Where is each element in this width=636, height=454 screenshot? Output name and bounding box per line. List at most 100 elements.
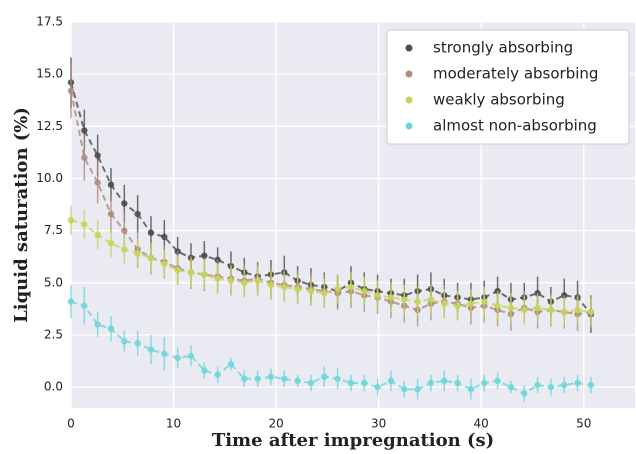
data-point [147, 346, 155, 353]
data-point [561, 381, 568, 389]
data-point [401, 296, 408, 303]
data-point [414, 298, 421, 305]
data-point [174, 354, 181, 362]
data-point [334, 375, 341, 382]
data-point [587, 308, 595, 316]
data-point [254, 375, 261, 382]
x-tick-label: 10 [166, 417, 181, 431]
y-tick-label: 2.5 [44, 327, 63, 341]
data-point [67, 298, 75, 305]
data-point [494, 377, 501, 385]
data-point [267, 281, 275, 289]
data-point [81, 127, 88, 134]
data-point [147, 254, 155, 261]
data-point [174, 267, 181, 274]
data-point [374, 292, 381, 299]
data-point [467, 300, 475, 307]
data-point [561, 292, 568, 299]
data-point [294, 285, 301, 293]
legend-box [386, 29, 630, 145]
data-point [227, 277, 235, 284]
legend-marker [405, 96, 413, 104]
y-tick-label: 17.5 [36, 15, 63, 29]
y-tick-label: 5.0 [44, 275, 63, 289]
data-point [147, 229, 155, 236]
data-point [121, 227, 128, 234]
data-point [201, 252, 208, 259]
data-point [227, 360, 235, 368]
series-line [70, 219, 592, 314]
data-point [201, 271, 208, 278]
data-point [441, 377, 448, 385]
data-point [521, 306, 528, 314]
data-point [347, 379, 355, 387]
data-point [547, 306, 555, 314]
data-point [187, 269, 195, 276]
legend: strongly absorbing moderately absorbing we… [386, 29, 630, 145]
data-point [107, 210, 115, 218]
data-point [294, 377, 301, 385]
data-point [361, 379, 368, 387]
y-axis-label: Liquid saturation (%) [11, 107, 32, 323]
data-point [334, 285, 341, 293]
data-point [107, 239, 115, 247]
data-point [321, 373, 328, 380]
data-point [481, 298, 488, 305]
data-point [214, 256, 221, 264]
legend-marker [405, 122, 413, 130]
data-point [121, 200, 128, 207]
data-point [427, 296, 435, 303]
data-point [121, 246, 128, 253]
data-point [401, 386, 408, 393]
data-point [347, 283, 355, 291]
data-point [94, 321, 101, 328]
data-point [414, 386, 421, 393]
data-point [481, 379, 488, 387]
data-point [574, 379, 581, 387]
data-point [534, 290, 541, 297]
data-point [574, 306, 581, 314]
data-point [94, 231, 101, 239]
data-point [214, 275, 221, 282]
data-point [134, 340, 141, 347]
data-point [521, 390, 528, 397]
x-tick-label: 50 [576, 417, 591, 431]
data-point [494, 302, 501, 309]
data-point [94, 179, 101, 186]
data-point [454, 302, 461, 309]
data-point [94, 152, 101, 159]
legend-label: moderately absorbing [433, 65, 598, 83]
data-point [107, 181, 115, 188]
data-point [81, 221, 88, 228]
legend-label: weakly absorbing [433, 91, 565, 109]
data-point [307, 379, 315, 387]
data-point [134, 250, 141, 257]
legend-label: almost non-absorbing [433, 117, 597, 135]
y-tick-label: 12.5 [36, 119, 63, 133]
data-point [134, 210, 141, 218]
data-point [67, 217, 75, 224]
data-point [81, 302, 88, 309]
data-point [161, 350, 168, 357]
legend-marker [405, 44, 413, 52]
data-point [241, 375, 248, 382]
data-point [454, 379, 461, 387]
data-point [281, 375, 288, 382]
legend-marker [405, 70, 413, 78]
data-point [307, 287, 315, 295]
x-tick-label: 40 [474, 417, 489, 431]
y-tick-label: 15.0 [36, 67, 63, 81]
data-point [67, 87, 75, 95]
data-point [161, 233, 168, 241]
data-point [587, 381, 595, 389]
data-point [374, 383, 381, 391]
legend-label: strongly absorbing [433, 39, 573, 57]
series-line [70, 300, 592, 395]
y-tick-label: 7.5 [44, 223, 63, 237]
data-point [281, 283, 288, 291]
data-point [121, 338, 128, 345]
data-point [507, 383, 515, 391]
data-point [467, 386, 475, 393]
x-tick-label: 20 [268, 417, 283, 431]
data-point [187, 352, 195, 360]
